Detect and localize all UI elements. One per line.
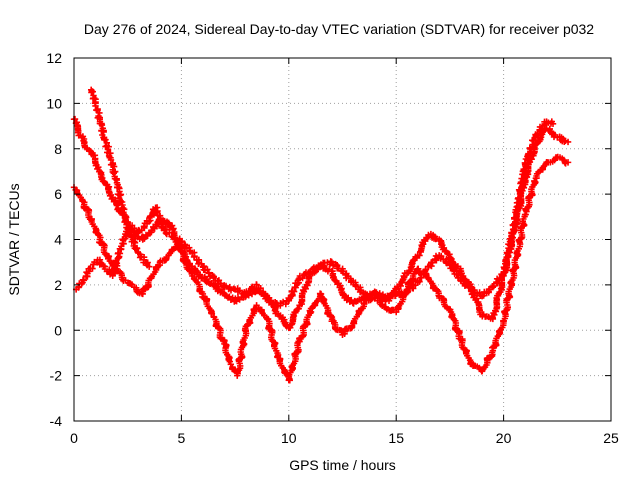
- y-tick-label: 2: [54, 277, 62, 293]
- y-tick-label: -2: [50, 368, 63, 384]
- series-4: [87, 86, 153, 270]
- series-trace-markers: [72, 153, 569, 384]
- grid: [74, 58, 611, 421]
- y-tick-label: 10: [46, 95, 62, 111]
- series-3: [72, 118, 557, 310]
- x-tick-label: 10: [281, 430, 297, 446]
- tick-group: 0 5 10 15 20 25 -4 -2 0 2 4 6 8 10 12: [46, 50, 619, 446]
- y-tick-label: 6: [54, 186, 62, 202]
- x-axis-label: GPS time / hours: [289, 457, 396, 473]
- series-2: [70, 153, 572, 384]
- y-tick-label: -4: [50, 413, 63, 429]
- y-tick-label: 4: [54, 232, 62, 248]
- x-tick-label: 25: [603, 430, 619, 446]
- series-trace-markers: [75, 118, 555, 310]
- y-tick-label: 0: [54, 322, 62, 338]
- x-tick-label: 20: [496, 430, 512, 446]
- y-tick-label: 12: [46, 50, 62, 66]
- series-trace-markers: [88, 88, 151, 269]
- series-group: [70, 86, 572, 384]
- chart-title: Day 276 of 2024, Sidereal Day-to-day VTE…: [84, 21, 594, 37]
- x-tick-label: 0: [70, 430, 78, 446]
- y-tick-label: 8: [54, 141, 62, 157]
- y-axis-label: SDTVAR / TECUs: [6, 183, 22, 295]
- x-tick-label: 5: [178, 430, 186, 446]
- x-tick-label: 15: [388, 430, 404, 446]
